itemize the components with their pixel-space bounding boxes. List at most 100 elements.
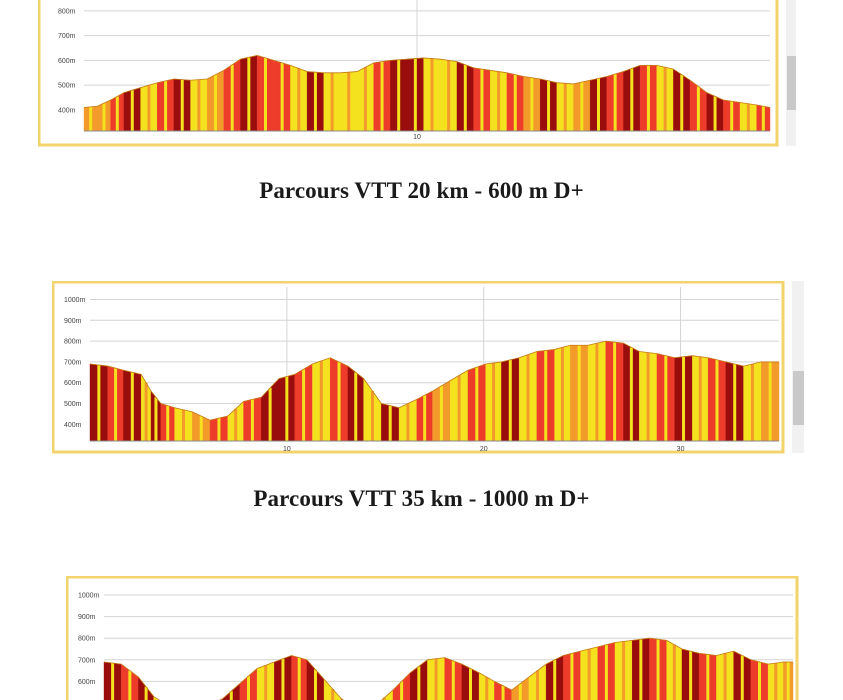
slope-stripe [518, 683, 522, 700]
x-tick-label: 20 [480, 446, 488, 453]
slope-stripe [166, 405, 170, 441]
slope-stripe [547, 80, 551, 131]
elevation-line [89, 340, 779, 421]
elevation-chart-middle: 1000m 900m 800m 700m 600m 500m 400m 10 20 30 [52, 281, 804, 454]
slope-stripe [115, 96, 119, 131]
slope-stripe [480, 69, 484, 131]
x-tick-label: 30 [677, 446, 685, 453]
slope-stripe [595, 343, 599, 441]
slope-stripe [698, 356, 702, 441]
slope-stripe [388, 405, 392, 441]
slope-stripe [439, 385, 443, 441]
y-tick-label: 800m [58, 8, 76, 15]
slope-stripe [268, 387, 272, 441]
slope-stripe [144, 686, 148, 700]
slope-stripe [664, 355, 668, 441]
elevation-line [83, 55, 771, 108]
y-tick-label: 700m [64, 359, 82, 366]
slope-stripe [786, 661, 790, 700]
slope-stripe [553, 659, 557, 700]
slope-stripe [713, 96, 717, 131]
y-tick-label: 800m [78, 636, 96, 643]
slope-stripe [587, 649, 591, 700]
route-caption-35km: Parcours VTT 35 km - 1000 m D+ [253, 486, 590, 511]
slope-stripe [234, 408, 238, 441]
slope-stripe [111, 663, 115, 700]
slope-stripe [535, 670, 539, 700]
slope-stripe [413, 58, 417, 131]
slope-stripe [526, 354, 530, 441]
slope-stripe [89, 106, 93, 131]
slope-stripe [613, 342, 617, 441]
scrollbar-thumb[interactable] [787, 56, 796, 110]
slope-stripe [597, 78, 600, 131]
slope-stripe [774, 663, 778, 700]
slope-stripe [508, 359, 512, 441]
slope-stripe [563, 83, 567, 131]
slope-stripe [250, 399, 254, 441]
elevation-profile-middle: 1000m 900m 800m 700m 600m 500m 400m 10 20 30 [52, 281, 804, 455]
slope-stripe [319, 360, 323, 441]
slope-stripe [180, 79, 184, 131]
slope-stripe [102, 103, 106, 131]
slope-stripe [630, 68, 634, 131]
slope-stripe [147, 85, 151, 131]
y-tick-label: 800m [64, 339, 82, 346]
slope-stripe [297, 657, 301, 700]
slope-stripe [740, 655, 744, 700]
slope-stripe [380, 61, 384, 132]
slope-stripe [281, 658, 285, 700]
slope-stripe [469, 668, 473, 700]
slope-stripe [370, 391, 374, 441]
slope-stripe [313, 669, 317, 700]
slope-stripe [682, 356, 686, 441]
slope-stripe [646, 65, 650, 131]
y-tick-label: 1000m [64, 297, 86, 304]
slope-stripe [313, 72, 317, 131]
slope-stripe [492, 362, 496, 441]
slope-stripe [733, 364, 737, 441]
slope-stripe [560, 347, 564, 441]
slope-stripe [570, 653, 574, 700]
slope-stripe [629, 347, 633, 441]
slope-stripe [723, 653, 727, 700]
y-tick-label: 600m [78, 679, 96, 686]
slope-stripe [406, 403, 410, 441]
elevation-line [103, 637, 793, 700]
x-tick-label: 10 [413, 134, 421, 141]
slope-stripe [680, 74, 684, 131]
slope-stripe [285, 376, 289, 441]
slope-stripe [280, 62, 284, 132]
slope-stripe [423, 395, 427, 441]
slope-stripe [696, 86, 700, 131]
slope-stripe [497, 71, 501, 131]
scrollbar-thumb[interactable] [793, 371, 804, 425]
slope-stripe [297, 68, 301, 131]
slope-stripe [447, 60, 451, 131]
slope-stripe [347, 72, 351, 131]
y-tick-label: 500m [58, 83, 76, 90]
slope-stripe [758, 661, 762, 700]
slope-stripe [430, 58, 434, 131]
slope-stripe [622, 641, 626, 700]
y-tick-label: 400m [58, 107, 76, 114]
slope-stripe [475, 367, 479, 441]
slope-stripe [656, 639, 660, 700]
y-tick-label: 400m [64, 422, 82, 429]
slope-stripe [463, 64, 467, 131]
slope-stripe [354, 372, 358, 441]
slope-stripe [331, 688, 335, 700]
slope-stripe [337, 361, 341, 441]
slope-stripe [451, 660, 455, 700]
scrollbar-track[interactable] [792, 281, 804, 453]
slope-stripe [761, 106, 765, 131]
slope-stripe [544, 350, 548, 441]
y-tick-label: 900m [78, 614, 96, 621]
slope-stripe [363, 67, 367, 131]
slope-stripe [646, 352, 650, 441]
slope-stripe [247, 57, 251, 131]
slope-stripe [580, 82, 584, 131]
slope-stripe [768, 361, 772, 441]
